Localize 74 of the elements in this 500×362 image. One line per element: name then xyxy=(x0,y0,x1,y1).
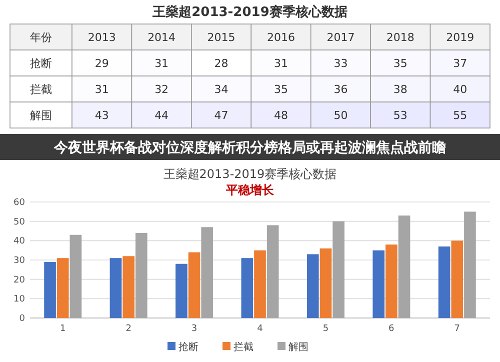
x-tick-label: 3 xyxy=(191,324,198,334)
bar xyxy=(438,246,450,318)
chart-subtitle: 平稳增长 xyxy=(225,183,275,197)
y-tick-label: 20 xyxy=(14,275,26,286)
data-label: 53 xyxy=(393,109,408,122)
y-tick-label: 10 xyxy=(14,294,26,305)
data-label: 28 xyxy=(214,57,228,70)
data-label: 36 xyxy=(334,83,348,96)
bar xyxy=(332,221,344,318)
x-tick-label: 2018 xyxy=(386,31,414,44)
x-tick-label: 4 xyxy=(257,324,264,334)
y-tick-label: 30 xyxy=(14,256,26,266)
data-label: 35 xyxy=(274,83,288,96)
bar xyxy=(122,256,134,318)
x-tick-label: 6 xyxy=(388,324,395,334)
y-tick-label: 0 xyxy=(19,314,26,324)
bar xyxy=(188,252,200,318)
data-label: 32 xyxy=(154,83,169,96)
y-tick-label: 60 xyxy=(14,198,26,208)
x-tick-label: 2 xyxy=(126,324,132,334)
chart-title: 王燊超2013-2019赛季核心数据 xyxy=(152,4,348,20)
data-label: 44 xyxy=(154,109,169,122)
data-label: 48 xyxy=(274,109,288,122)
bar xyxy=(372,250,385,318)
x-tick-label: 2016 xyxy=(267,31,295,44)
data-label: 43 xyxy=(94,109,109,122)
x-tick-label: 2013 xyxy=(88,31,116,44)
data-label: 50 xyxy=(334,109,348,122)
x-tick-label: 2017 xyxy=(326,31,355,44)
bar xyxy=(266,225,279,318)
data-label: 34 xyxy=(214,83,228,96)
x-tick-label: 7 xyxy=(454,324,460,334)
bar xyxy=(176,264,188,318)
bar xyxy=(110,258,122,318)
x-tick-label: 2015 xyxy=(207,31,236,44)
x-tick-label: 1 xyxy=(60,324,66,334)
bar xyxy=(241,258,254,318)
text: 今夜世界杯备战对位深度解析积分榜格局或再起波澜焦点战前瞻 xyxy=(53,139,446,156)
bar xyxy=(386,244,398,318)
bar xyxy=(201,227,214,318)
bar xyxy=(306,254,319,318)
data-label: 33 xyxy=(334,57,348,70)
bar xyxy=(464,212,476,318)
y-tick-label: 抢断 xyxy=(30,57,52,70)
bar xyxy=(135,232,148,318)
legend-label: 拦截 xyxy=(234,341,254,353)
x-tick-label: 5 xyxy=(322,324,329,334)
x-tick-label: 2019 xyxy=(446,31,474,44)
bar xyxy=(451,240,464,318)
legend-label: 抢断 xyxy=(178,341,198,353)
data-label: 55 xyxy=(453,109,468,122)
y-tick-label: 50 xyxy=(14,217,26,228)
y-tick-label: 解围 xyxy=(30,109,52,122)
y-tick-label: 40 xyxy=(14,236,26,247)
bar xyxy=(398,216,410,318)
y-axis-title: 年份 xyxy=(30,31,52,44)
data-label: 37 xyxy=(453,57,468,70)
bar xyxy=(56,258,69,318)
data-label: 31 xyxy=(154,57,169,70)
chart-title: 王燊超2013-2019赛季核心数据 xyxy=(163,167,337,181)
legend-label: 解围 xyxy=(288,342,308,353)
data-label: 40 xyxy=(453,83,468,96)
data-label: 31 xyxy=(94,83,109,96)
data-label: 38 xyxy=(393,83,408,96)
data-label: 29 xyxy=(94,57,109,70)
bar xyxy=(44,262,56,318)
data-label: 47 xyxy=(214,109,228,122)
bar xyxy=(254,250,266,318)
y-tick-label: 拦截 xyxy=(30,83,52,96)
data-label: 31 xyxy=(274,57,288,70)
bar xyxy=(70,234,82,318)
x-tick-label: 2014 xyxy=(148,31,176,44)
data-label: 35 xyxy=(393,57,408,70)
bar xyxy=(320,248,332,318)
